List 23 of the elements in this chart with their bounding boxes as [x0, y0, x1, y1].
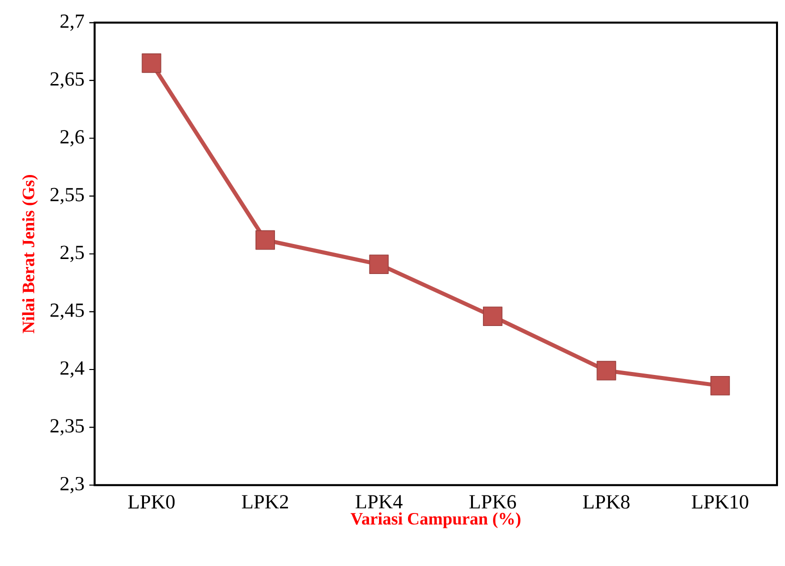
- y-tick-label: 2,7: [60, 14, 84, 31]
- x-tick-label: LPK6: [469, 494, 516, 508]
- y-tick-label: 2,4: [60, 361, 84, 378]
- y-axis-title: Nilai Berat Jenis (Gs): [22, 174, 38, 333]
- point: [255, 230, 275, 250]
- x-tick-label: LPK10: [692, 494, 748, 508]
- x-tick-label: LPK2: [242, 494, 288, 508]
- x-tick-label: LPK0: [128, 494, 175, 508]
- y-tick-label: 2,5: [60, 246, 84, 262]
- y-tick-label: 2,55: [50, 188, 84, 204]
- point: [710, 376, 730, 396]
- y-tick-label: 2,3: [60, 476, 84, 494]
- y-tick-label: 2,35: [50, 418, 84, 436]
- x-axis-title: Variasi Campuran (%): [350, 512, 520, 528]
- point: [482, 306, 502, 326]
- point: [369, 254, 389, 274]
- y-tick-label: 2,65: [50, 72, 84, 88]
- y-tick-label: 2,6: [60, 130, 84, 146]
- x-tick-label: LPK4: [356, 494, 403, 508]
- point: [596, 360, 616, 380]
- x-tick-label: LPK8: [583, 494, 630, 508]
- y-tick-label: 2,45: [50, 303, 84, 320]
- point: [142, 53, 162, 73]
